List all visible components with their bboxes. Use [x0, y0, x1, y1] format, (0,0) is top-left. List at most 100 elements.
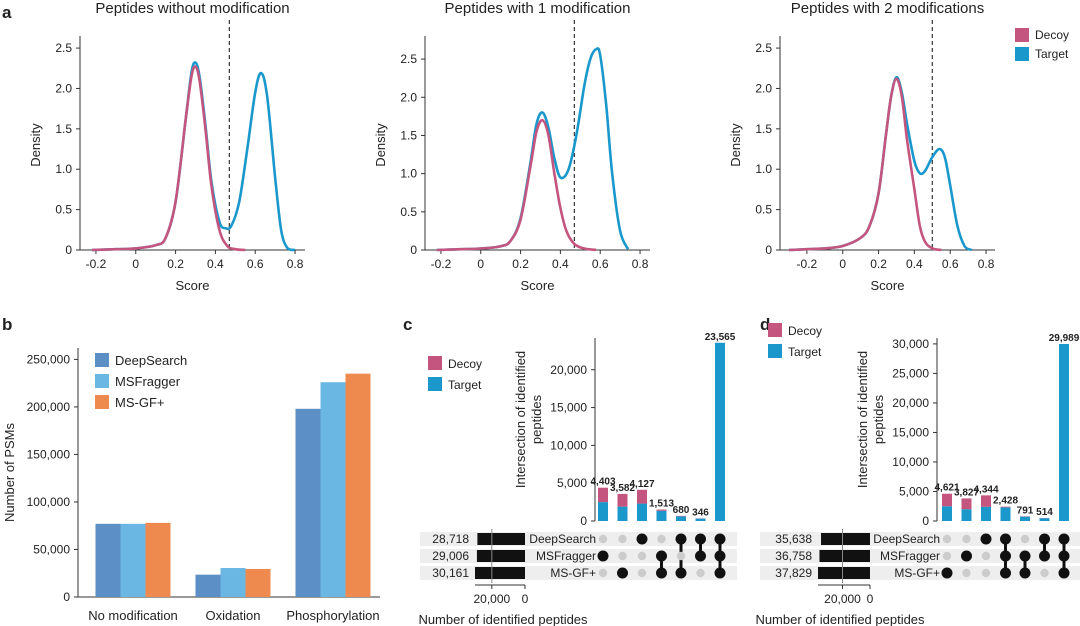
intersection-value-label: 4,403	[590, 477, 615, 488]
intersection-value-label: 4,344	[973, 484, 998, 495]
x-tick-label: 0	[839, 257, 846, 271]
intersection-value-label: 4,127	[629, 479, 654, 490]
x-tick-label: 0.6	[247, 257, 264, 271]
bar-msgf	[145, 522, 171, 597]
x-tick-label: 0.4	[906, 257, 923, 271]
legend-swatch	[95, 374, 109, 388]
matrix-dot-filled	[675, 533, 687, 545]
matrix-dot-filled	[1000, 533, 1011, 545]
matrix-dot-filled	[714, 567, 726, 579]
intersection-bar-target	[656, 510, 667, 521]
set-size-label: 36,758	[775, 549, 812, 563]
set-name-label: DeepSearch	[529, 532, 596, 546]
x-axis-label: Number of identified peptides	[755, 612, 925, 626]
matrix-dot-filled	[597, 550, 609, 562]
x-tick-label: -0.2	[431, 257, 452, 271]
matrix-dot-filled	[695, 533, 706, 545]
y-tick-label: 0.5	[400, 205, 417, 219]
intersection-bar-decoy	[598, 487, 608, 503]
x-tick-label: 0.6	[942, 257, 959, 271]
matrix-dot-filled	[675, 567, 687, 579]
matrix-dot-filled	[695, 550, 706, 562]
matrix-dot-empty	[637, 551, 647, 561]
intersection-bar-target	[695, 518, 706, 521]
intersection-bar-decoy	[942, 493, 952, 507]
set-tick-label: 20,000	[473, 592, 510, 606]
intersection-value-label: 29,989	[1049, 333, 1080, 344]
matrix-dot-empty	[637, 568, 647, 578]
y-tick-label: 0	[765, 243, 772, 257]
y-tick-label: 0.5	[55, 203, 72, 217]
set-name-label: MSFragger	[536, 549, 596, 563]
set-tick-label: 0	[522, 592, 529, 606]
y-axis-label: Intersection of identified	[513, 351, 528, 488]
matrix-dot-empty	[657, 534, 666, 544]
matrix-dot-empty	[942, 534, 952, 544]
set-size-bar	[477, 533, 525, 545]
matrix-dot-filled	[1058, 533, 1070, 545]
bar-msfragger	[220, 568, 246, 597]
matrix-dot-filled	[980, 533, 992, 545]
panel-letter-b: b	[2, 315, 12, 334]
decoy-density-line	[436, 118, 597, 252]
intersection-bar-decoy	[961, 498, 972, 510]
x-tick-label: 0.4	[207, 257, 224, 271]
set-name-label: MSFragger	[880, 549, 940, 563]
legend-swatch-decoy	[428, 356, 442, 370]
intersection-bar-decoy	[656, 509, 667, 511]
intersection-value-label: 680	[673, 505, 690, 516]
y-tick-label: 0	[63, 590, 70, 604]
y-tick-label: 1.5	[400, 128, 417, 142]
intersection-bar-target	[617, 506, 628, 521]
set-tick-label: 0	[867, 592, 874, 606]
intersection-bar-target	[942, 506, 952, 521]
matrix-dot-filled	[961, 550, 972, 562]
set-size-bar	[818, 567, 870, 579]
y-tick-label: 5,000	[899, 484, 929, 498]
x-axis-label: Score	[176, 278, 210, 293]
y-tick-label: 5,000	[557, 476, 587, 490]
legend-label-decoy: Decoy	[448, 357, 482, 371]
intersection-bar-decoy	[617, 493, 628, 507]
y-tick-label: 50,000	[33, 542, 70, 556]
x-axis-label: Number of identified peptides	[418, 612, 588, 626]
x-tick-label: 0.8	[287, 257, 304, 271]
y-tick-label: 15,000	[550, 401, 587, 415]
y-axis-label: Number of PSMs	[2, 423, 17, 522]
density-title: Peptides without modification	[95, 0, 289, 17]
x-axis-label: Score	[521, 278, 555, 293]
matrix-dot-empty	[598, 568, 608, 578]
x-tick-label: 0	[477, 257, 484, 271]
legend-swatch-target	[1015, 47, 1029, 61]
matrix-dot-filled	[1019, 550, 1031, 562]
set-size-bar	[821, 533, 870, 545]
legend-label-decoy: Decoy	[788, 324, 822, 338]
intersection-bar-target	[715, 342, 725, 521]
matrix-dot-filled	[1039, 533, 1050, 545]
intersection-bar-target	[598, 502, 608, 521]
density-title: Peptides with 2 modifications	[791, 0, 984, 17]
y-tick-label: 0.5	[755, 203, 772, 217]
set-size-label: 28,718	[432, 532, 469, 546]
category-label: No modification	[88, 608, 178, 623]
panel-letter-d: d	[760, 315, 770, 334]
legend-swatch-decoy	[768, 323, 782, 337]
y-tick-label: 20,000	[892, 396, 929, 410]
y-tick-label: 1.0	[755, 162, 772, 176]
intersection-value-label: 1,513	[649, 499, 674, 510]
intersection-bar-target	[961, 509, 972, 521]
category-label: Oxidation	[206, 608, 261, 623]
y-tick-label: 2.5	[55, 41, 72, 55]
set-size-bar	[819, 550, 870, 562]
matrix-dot-empty	[981, 568, 991, 578]
matrix-dot-filled	[1039, 550, 1050, 562]
x-tick-label: 0.8	[978, 257, 995, 271]
matrix-dot-filled	[941, 567, 953, 579]
y-tick-label: 1.5	[55, 122, 72, 136]
intersection-bar-target	[676, 516, 686, 521]
x-axis-label: Score	[871, 278, 905, 293]
matrix-dot-filled	[1019, 567, 1031, 579]
x-tick-label: -0.2	[86, 257, 107, 271]
legend-swatch	[95, 353, 109, 367]
matrix-dot-empty	[1020, 534, 1030, 544]
